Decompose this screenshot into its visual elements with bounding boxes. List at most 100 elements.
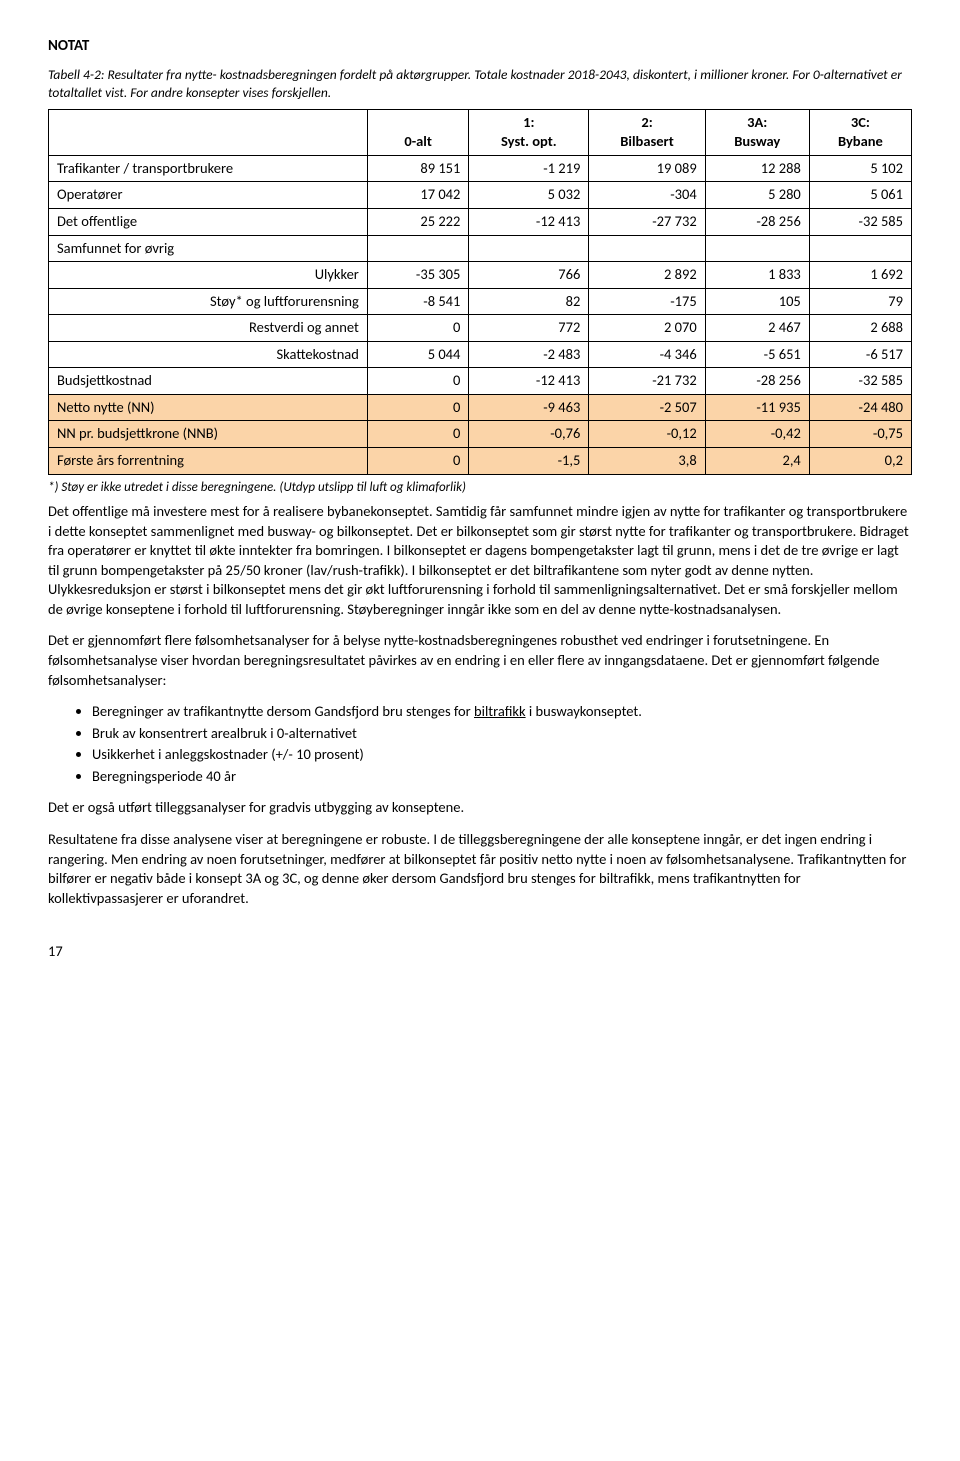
results-table: 0-alt1:Syst. opt.2:Bilbasert3A:Busway3C:… xyxy=(48,109,912,475)
table-cell: -2 507 xyxy=(589,394,705,421)
row-label: Skattekostnad xyxy=(49,341,368,368)
table-cell: -32 585 xyxy=(809,208,911,235)
table-row: Trafikanter / transportbrukere89 151-1 2… xyxy=(49,155,912,182)
table-cell: -0,75 xyxy=(809,421,911,448)
table-cell: 772 xyxy=(469,315,589,342)
table-cell: 3,8 xyxy=(589,448,705,475)
list-item: Beregningsperiode 40 år xyxy=(92,767,912,787)
table-row: Støy* og luftforurensning-8 54182-175105… xyxy=(49,288,912,315)
table-cell: -28 256 xyxy=(705,208,809,235)
table-cell: -12 413 xyxy=(469,208,589,235)
table-cell: -8 541 xyxy=(367,288,469,315)
table-row: Samfunnet for øvrig xyxy=(49,235,912,262)
paragraph-3: Det er også utført tilleggsanalyser for … xyxy=(48,798,912,818)
table-cell: 79 xyxy=(809,288,911,315)
table-cell: -1,5 xyxy=(469,448,589,475)
table-cell: 5 032 xyxy=(469,182,589,209)
row-label: Netto nytte (NN) xyxy=(49,394,368,421)
table-cell: 2,4 xyxy=(705,448,809,475)
row-label: Restverdi og annet xyxy=(49,315,368,342)
table-cell: 0 xyxy=(367,421,469,448)
paragraph-2: Det er gjennomført flere følsomhetsanaly… xyxy=(48,631,912,690)
table-cell: -24 480 xyxy=(809,394,911,421)
table-cell: -6 517 xyxy=(809,341,911,368)
bullet-list: Beregninger av trafikantnytte dersom Gan… xyxy=(48,702,912,786)
table-cell: 2 688 xyxy=(809,315,911,342)
table-cell: -27 732 xyxy=(589,208,705,235)
row-label: Det offentlige xyxy=(49,208,368,235)
table-cell: -21 732 xyxy=(589,368,705,395)
table-header: 3A:Busway xyxy=(705,109,809,155)
table-header: 2:Bilbasert xyxy=(589,109,705,155)
table-cell: 0 xyxy=(367,315,469,342)
row-label: Ulykker xyxy=(49,262,368,289)
table-cell: 2 467 xyxy=(705,315,809,342)
table-cell: 0 xyxy=(367,394,469,421)
table-row: Netto nytte (NN)0-9 463-2 507-11 935-24 … xyxy=(49,394,912,421)
table-footnote: *) Støy er ikke utredet i disse beregnin… xyxy=(48,479,912,497)
table-cell: 105 xyxy=(705,288,809,315)
table-cell: -0,12 xyxy=(589,421,705,448)
table-cell: 766 xyxy=(469,262,589,289)
table-cell: 0,2 xyxy=(809,448,911,475)
table-cell: 5 102 xyxy=(809,155,911,182)
row-label: Operatører xyxy=(49,182,368,209)
table-cell xyxy=(469,235,589,262)
table-cell: 0 xyxy=(367,368,469,395)
table-cell: -1 219 xyxy=(469,155,589,182)
table-row: Operatører17 0425 032-3045 2805 061 xyxy=(49,182,912,209)
table-cell: 0 xyxy=(367,448,469,475)
table-row: Første års forrentning0-1,53,82,40,2 xyxy=(49,448,912,475)
table-cell: 2 892 xyxy=(589,262,705,289)
table-row: Skattekostnad5 044-2 483-4 346-5 651-6 5… xyxy=(49,341,912,368)
table-cell: 82 xyxy=(469,288,589,315)
table-cell: 17 042 xyxy=(367,182,469,209)
table-cell: -9 463 xyxy=(469,394,589,421)
row-label: Støy* og luftforurensning xyxy=(49,288,368,315)
table-row: Budsjettkostnad0-12 413-21 732-28 256-32… xyxy=(49,368,912,395)
row-label: Første års forrentning xyxy=(49,448,368,475)
table-cell: 25 222 xyxy=(367,208,469,235)
list-item: Beregninger av trafikantnytte dersom Gan… xyxy=(92,702,912,722)
table-cell: -11 935 xyxy=(705,394,809,421)
row-label: Budsjettkostnad xyxy=(49,368,368,395)
table-cell: 12 288 xyxy=(705,155,809,182)
table-cell: 1 833 xyxy=(705,262,809,289)
table-cell: -32 585 xyxy=(809,368,911,395)
table-header: 1:Syst. opt. xyxy=(469,109,589,155)
paragraph-4: Resultatene fra disse analysene viser at… xyxy=(48,830,912,908)
paragraph-1: Det offentlige må investere mest for å r… xyxy=(48,502,912,619)
table-cell: -28 256 xyxy=(705,368,809,395)
list-item: Usikkerhet i anleggskostnader (+/- 10 pr… xyxy=(92,745,912,765)
row-label: Samfunnet for øvrig xyxy=(49,235,368,262)
table-cell: 5 280 xyxy=(705,182,809,209)
table-row: Restverdi og annet07722 0702 4672 688 xyxy=(49,315,912,342)
table-cell: 89 151 xyxy=(367,155,469,182)
table-cell: -35 305 xyxy=(367,262,469,289)
table-cell: 19 089 xyxy=(589,155,705,182)
table-cell: -0,76 xyxy=(469,421,589,448)
table-header: 0-alt xyxy=(367,109,469,155)
table-caption: Tabell 4-2: Resultater fra nytte- kostna… xyxy=(48,66,912,102)
table-cell: 5 044 xyxy=(367,341,469,368)
table-cell xyxy=(809,235,911,262)
table-cell: -4 346 xyxy=(589,341,705,368)
list-item: Bruk av konsentrert arealbruk i 0-altern… xyxy=(92,724,912,744)
document-header: NOTAT xyxy=(48,36,912,56)
table-cell: 5 061 xyxy=(809,182,911,209)
table-cell xyxy=(589,235,705,262)
table-row: Det offentlige25 222-12 413-27 732-28 25… xyxy=(49,208,912,235)
table-cell: 2 070 xyxy=(589,315,705,342)
table-cell: -2 483 xyxy=(469,341,589,368)
table-cell: -5 651 xyxy=(705,341,809,368)
table-cell: -12 413 xyxy=(469,368,589,395)
row-label: Trafikanter / transportbrukere xyxy=(49,155,368,182)
row-label: NN pr. budsjettkrone (NNB) xyxy=(49,421,368,448)
table-cell: -175 xyxy=(589,288,705,315)
table-cell: -304 xyxy=(589,182,705,209)
table-cell: -0,42 xyxy=(705,421,809,448)
table-row: Ulykker-35 3057662 8921 8331 692 xyxy=(49,262,912,289)
page-number: 17 xyxy=(48,942,912,962)
table-row: NN pr. budsjettkrone (NNB)0-0,76-0,12-0,… xyxy=(49,421,912,448)
table-cell: 1 692 xyxy=(809,262,911,289)
